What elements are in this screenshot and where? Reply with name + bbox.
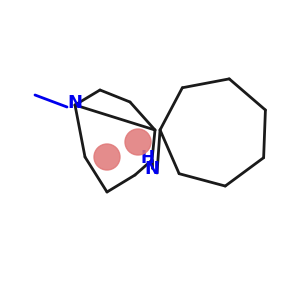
Circle shape	[94, 144, 120, 170]
Text: N: N	[145, 160, 160, 178]
Text: N: N	[68, 94, 82, 112]
Circle shape	[125, 129, 151, 155]
Text: H: H	[140, 149, 154, 167]
